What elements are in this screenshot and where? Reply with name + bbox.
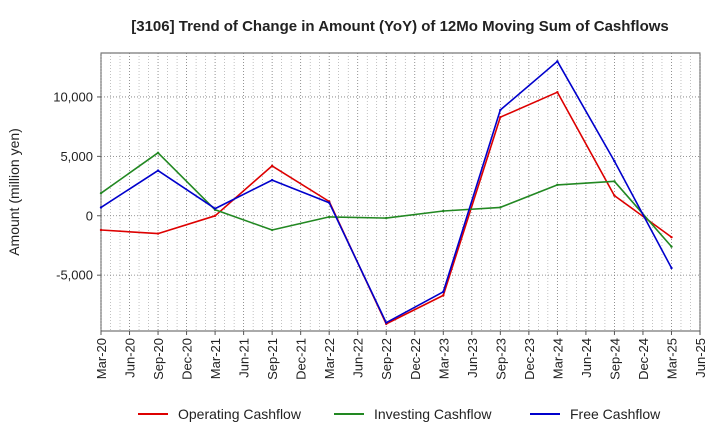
- data-point: [385, 321, 388, 324]
- data-point: [385, 216, 388, 220]
- data-point: [213, 207, 217, 210]
- data-point: [499, 108, 502, 112]
- data-point: [99, 228, 103, 232]
- y-tick-label: 10,000: [53, 89, 93, 104]
- data-point: [556, 60, 559, 63]
- x-tick-label: Jun-24: [579, 338, 594, 378]
- x-tick-label: Sep-24: [607, 338, 622, 380]
- x-tick-label: Sep-20: [151, 338, 166, 380]
- data-point: [556, 91, 559, 94]
- data-point: [99, 191, 103, 195]
- plot-area: [100, 52, 701, 332]
- data-point: [499, 115, 502, 119]
- x-tick-label: Mar-21: [208, 338, 223, 379]
- data-point: [270, 178, 274, 182]
- x-tick-label: Jun-20: [123, 338, 138, 378]
- x-tick-label: Mar-24: [550, 338, 565, 379]
- x-tick-label: Jun-22: [351, 338, 366, 378]
- x-tick-label: Jun-23: [465, 338, 480, 378]
- x-tick-label: Dec-20: [180, 338, 195, 380]
- y-axis-label: Amount (million yen): [6, 128, 22, 256]
- data-point: [670, 266, 673, 270]
- legend-label-1: Investing Cashflow: [374, 406, 492, 422]
- data-point: [156, 151, 160, 154]
- data-point: [442, 209, 445, 213]
- data-point: [156, 169, 160, 172]
- data-point: [327, 215, 331, 219]
- data-point: [499, 206, 502, 209]
- y-tick-label: -5,000: [56, 268, 93, 283]
- data-point: [670, 235, 673, 239]
- y-tick-label: 0: [86, 208, 93, 223]
- data-point: [270, 228, 274, 232]
- data-point: [156, 232, 160, 235]
- y-tick-label: 5,000: [60, 149, 93, 164]
- series-lines: [99, 60, 673, 326]
- gridlines: [100, 53, 701, 331]
- data-point: [613, 194, 616, 197]
- legend: Operating Cashflow Investing Cashflow Free…: [138, 406, 661, 422]
- data-point: [99, 206, 103, 209]
- x-tick-label: Sep-21: [265, 338, 280, 380]
- x-tick-label: Dec-23: [522, 338, 537, 380]
- data-point: [442, 294, 445, 297]
- y-axis-ticks: -5,000 0 5,000 10,000: [53, 89, 101, 283]
- x-tick-label: Dec-21: [294, 338, 309, 380]
- data-point: [327, 201, 331, 204]
- x-tick-label: Sep-23: [493, 338, 508, 380]
- data-point: [442, 290, 445, 293]
- data-point: [270, 164, 274, 168]
- data-point: [670, 245, 673, 248]
- x-tick-label: Mar-22: [322, 338, 337, 379]
- x-tick-label: Dec-22: [408, 338, 423, 380]
- chart-title: [3106] Trend of Change in Amount (YoY) o…: [131, 18, 669, 35]
- x-axis-ticks: Mar-20 Jun-20 Sep-20 Dec-20 Mar-21 Jun-21 Sep-…: [94, 331, 708, 380]
- data-point: [613, 180, 616, 183]
- x-tick-label: Mar-20: [94, 338, 109, 379]
- x-tick-label: Jun-25: [693, 338, 708, 378]
- legend-label-2: Free Cashflow: [570, 406, 661, 422]
- x-tick-label: Mar-25: [664, 338, 679, 379]
- x-tick-label: Jun-21: [237, 338, 252, 378]
- x-tick-label: Sep-22: [379, 338, 394, 380]
- data-point: [556, 183, 559, 187]
- data-point: [613, 159, 616, 163]
- x-tick-label: Dec-24: [636, 338, 651, 380]
- legend-label-0: Operating Cashflow: [178, 406, 302, 422]
- data-point: [213, 214, 217, 217]
- x-tick-label: Mar-23: [436, 338, 451, 379]
